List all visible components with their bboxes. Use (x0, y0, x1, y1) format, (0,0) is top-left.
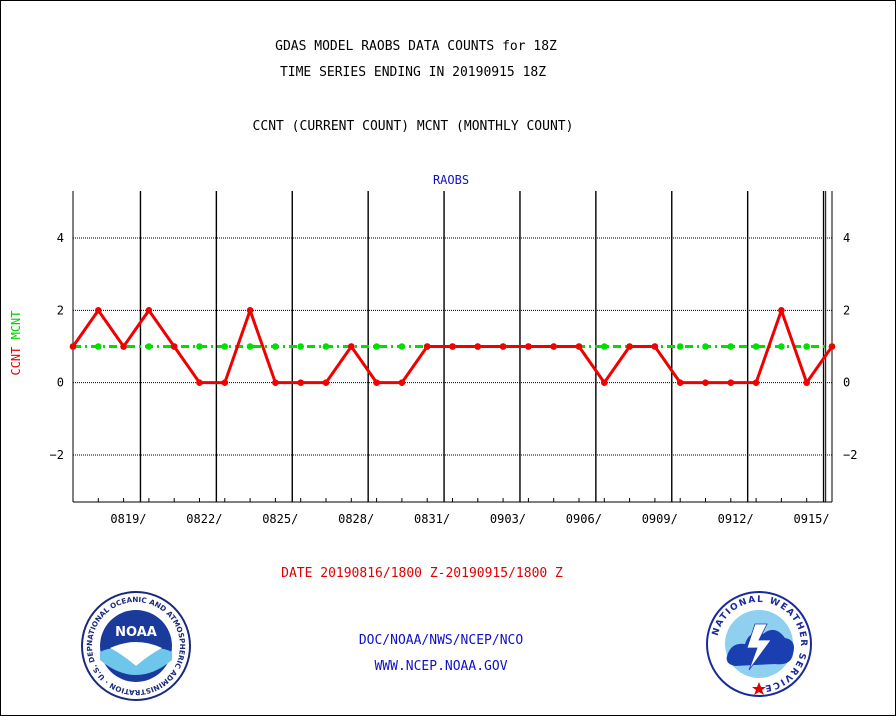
point-ccnt-15 (449, 343, 456, 350)
point-ccnt-25 (702, 379, 709, 386)
point-ccnt-10 (322, 379, 330, 386)
point-ccnt-14 (423, 343, 431, 350)
x-tick-label-0: 0819/ (110, 512, 146, 526)
point-mcnt-3 (145, 343, 153, 350)
point-ccnt-3 (145, 307, 153, 314)
svg-text:CCNT MCNT: CCNT MCNT (9, 310, 23, 375)
plot-label: RAOBS (433, 173, 469, 187)
point-mcnt-6 (221, 343, 229, 350)
point-mcnt-1 (95, 343, 102, 350)
point-mcnt-28 (778, 343, 785, 350)
point-ccnt-28 (778, 307, 785, 314)
x-tick-label-8: 0912/ (718, 512, 754, 526)
point-ccnt-12 (373, 379, 380, 386)
point-ccnt-13 (398, 379, 406, 386)
point-ccnt-2 (120, 343, 127, 350)
point-ccnt-1 (95, 307, 102, 314)
point-ccnt-23 (651, 343, 659, 350)
point-ccnt-24 (676, 379, 684, 386)
point-mcnt-21 (601, 343, 608, 350)
point-ccnt-30 (828, 343, 836, 350)
y-tick-label-right-2: 2 (843, 303, 850, 317)
point-mcnt-13 (398, 343, 406, 350)
y-tick-label-left-2: 2 (57, 303, 64, 317)
date-range-label: DATE 20190816/1800 Z-20190915/1800 Z (281, 566, 563, 581)
point-ccnt-29 (803, 379, 810, 386)
point-ccnt-6 (221, 379, 229, 386)
point-ccnt-27 (752, 379, 760, 386)
noaa-logo: NATIONAL OCEANIC AND ATMOSPHERIC ADMINIS… (80, 590, 191, 701)
footer-org: DOC/NOAA/NWS/NCEP/NCO (358, 633, 524, 648)
point-mcnt-10 (322, 343, 330, 350)
y-tick-label-right-0: 0 (843, 376, 850, 390)
y-axis-label: CCNT MCNT (9, 310, 23, 375)
point-ccnt-8 (272, 379, 279, 386)
point-ccnt-21 (601, 379, 608, 386)
point-mcnt-25 (702, 343, 709, 350)
point-ccnt-17 (499, 343, 507, 350)
point-ccnt-11 (348, 343, 355, 350)
point-mcnt-12 (373, 343, 380, 350)
footer-url[interactable]: WWW.NCEP.NOAA.GOV (374, 659, 508, 674)
x-tick-label-7: 0909/ (642, 512, 678, 526)
x-tick-label-3: 0828/ (338, 512, 374, 526)
y-tick-label-left-4: 4 (57, 231, 64, 245)
point-ccnt-5 (196, 379, 203, 386)
point-mcnt-29 (803, 343, 810, 350)
y-tick-label-left--2: −2 (50, 448, 64, 462)
point-ccnt-19 (550, 343, 557, 350)
point-mcnt-5 (196, 343, 203, 350)
point-ccnt-22 (626, 343, 633, 350)
title-line-2: TIME SERIES ENDING IN 20190915 18Z (279, 65, 547, 80)
x-tick-label-9: 0915/ (794, 512, 830, 526)
x-tick-label-2: 0825/ (262, 512, 298, 526)
point-mcnt-24 (676, 343, 684, 350)
point-ccnt-20 (575, 343, 583, 350)
point-ccnt-0 (69, 343, 77, 350)
nws-logo: NATIONAL WEATHER SERVICE (706, 591, 812, 697)
point-mcnt-9 (297, 343, 305, 350)
point-mcnt-8 (272, 343, 279, 350)
point-ccnt-18 (525, 343, 532, 350)
y-tick-label-left-0: 0 (57, 376, 64, 390)
title-line-3: CCNT (CURRENT COUNT) MCNT (MONTHLY COUNT… (252, 119, 574, 134)
point-mcnt-7 (246, 343, 254, 350)
point-ccnt-4 (170, 343, 178, 350)
point-mcnt-26 (727, 343, 735, 350)
point-mcnt-27 (752, 343, 760, 350)
title-line-1: GDAS MODEL RAOBS DATA COUNTS for 18Z (275, 39, 557, 54)
point-ccnt-26 (727, 379, 735, 386)
point-ccnt-7 (246, 307, 254, 314)
x-tick-label-6: 0906/ (566, 512, 602, 526)
y-tick-label-right--2: −2 (843, 448, 857, 462)
noaa-logo-text: NOAA (115, 625, 157, 640)
point-ccnt-16 (474, 343, 482, 350)
point-ccnt-9 (297, 379, 305, 386)
y-axis-label-ccnt: CCNT (9, 347, 23, 376)
y-axis-label-mcnt: MCNT (9, 310, 23, 339)
y-tick-label-right-4: 4 (843, 231, 850, 245)
x-tick-label-5: 0903/ (490, 512, 526, 526)
x-tick-label-1: 0822/ (186, 512, 222, 526)
x-tick-label-4: 0831/ (414, 512, 450, 526)
